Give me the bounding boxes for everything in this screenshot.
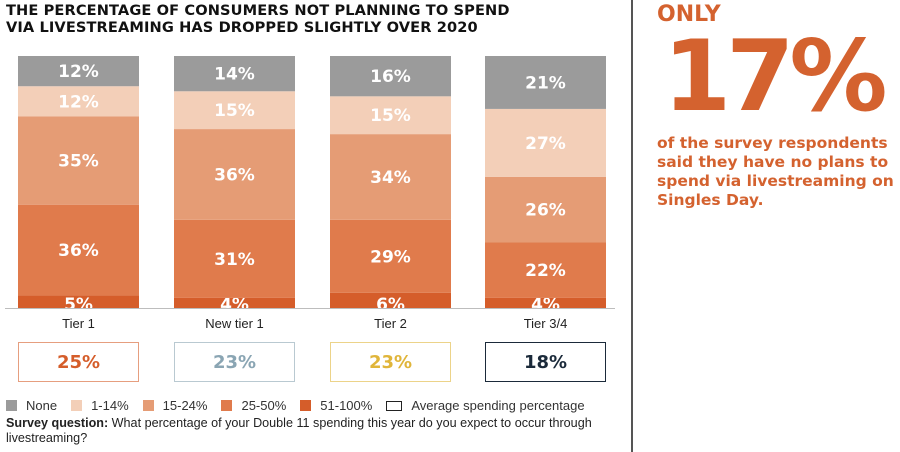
bar-tier-1: 5% 36% 35% 12% 12% <box>18 56 139 315</box>
segment-tier-3-4-15-24 <box>485 176 606 243</box>
segment-tier-1-none <box>18 56 139 87</box>
segment-tier-2-15-24 <box>330 134 451 220</box>
legend: None 1-14% 15-24% 25-50% 51-100% Average spen… <box>6 398 599 413</box>
x-tick-label-tier-2: Tier 2 <box>374 316 407 331</box>
segment-tier-3-4-1-14 <box>485 108 606 177</box>
average-box-tier-2: 23% <box>330 342 451 382</box>
legend-swatch-25-50 <box>221 400 233 411</box>
legend-label: None <box>26 398 58 413</box>
legend-item-15-24: 15-24% <box>142 398 208 413</box>
callout-description: of the survey respondents said they have… <box>657 134 894 209</box>
data-label-tier-2-none: 16% <box>370 67 411 87</box>
segment-tier-3-4-none <box>485 56 606 109</box>
segment-tier-3-4-25-50 <box>485 242 606 298</box>
data-label-new-tier-1-none: 14% <box>214 65 255 85</box>
x-tick-label-tier-3-4: Tier 3/4 <box>524 316 568 331</box>
bars-group: 5% 36% 35% 12% 12% 4% 31% 36% 15% 14% 6% 29% 34% 15% 1… <box>18 56 606 315</box>
chart-title: THE PERCENTAGE OF CONSUMERS NOT PLANNING… <box>6 2 510 36</box>
data-label-tier-2-15-24: 34% <box>370 168 411 188</box>
category-labels: Tier 1 New tier 1 Tier 2 Tier 3/4 <box>62 316 567 331</box>
legend-item-average-spending-percentage: Average spending percentage <box>386 398 585 413</box>
average-box-tier-3-4: 18% <box>485 342 606 382</box>
survey-question: Survey question: What percentage of your… <box>6 416 606 446</box>
data-label-tier-3-4-none: 21% <box>525 73 566 93</box>
data-label-tier-3-4-15-24: 26% <box>525 201 566 221</box>
segment-new-tier-1-51-100 <box>174 297 295 308</box>
bar-tier-2: 6% 29% 34% 15% 16% <box>330 56 451 315</box>
average-box-tier-1: 25% <box>18 342 139 382</box>
data-label-tier-1-1-14: 12% <box>58 92 99 112</box>
data-label-tier-3-4-25-50: 22% <box>525 261 566 281</box>
segment-tier-3-4-51-100 <box>485 297 606 308</box>
stacked-bar-chart: 5% 36% 35% 12% 12% 4% 31% 36% 15% 14% 6% 29% 34% 15% 1… <box>5 56 615 331</box>
segment-new-tier-1-none <box>174 56 295 92</box>
callout-prefix: ONLY <box>657 2 721 27</box>
data-label-tier-1-51-100: 5% <box>64 295 93 315</box>
data-label-new-tier-1-1-14: 15% <box>214 101 255 121</box>
segment-tier-2-25-50 <box>330 219 451 293</box>
segment-tier-1-15-24 <box>18 116 139 205</box>
average-box-new-tier-1: 23% <box>174 342 295 382</box>
legend-label: 15-24% <box>162 398 208 413</box>
data-label-new-tier-1-25-50: 31% <box>214 250 255 270</box>
callout-panel: ONLY 17% of the survey respondents said … <box>657 0 897 210</box>
segment-new-tier-1-1-14 <box>174 91 295 130</box>
bar-new-tier-1: 4% 31% 36% 15% 14% <box>174 56 295 315</box>
segment-new-tier-1-15-24 <box>174 129 295 220</box>
legend-item-51-100: 51-100% <box>300 398 372 413</box>
legend-swatch-51-100 <box>300 400 312 411</box>
x-tick-label-tier-1: Tier 1 <box>62 316 95 331</box>
vertical-divider <box>631 0 633 452</box>
callout-value: 17% <box>663 20 888 134</box>
legend-item-none: None <box>6 398 57 413</box>
survey-question-label: Survey question: <box>6 416 109 430</box>
legend-item-25-50: 25-50% <box>221 398 286 413</box>
segment-tier-2-1-14 <box>330 96 451 135</box>
x-tick-label-new-tier-1: New tier 1 <box>205 316 264 331</box>
data-label-tier-1-none: 12% <box>58 62 99 82</box>
data-label-tier-2-51-100: 6% <box>376 295 405 315</box>
legend-label: 25-50% <box>241 398 287 413</box>
data-label-new-tier-1-15-24: 36% <box>214 165 255 185</box>
legend-swatch-15-24 <box>142 400 154 411</box>
data-label-tier-3-4-1-14: 27% <box>525 134 566 154</box>
data-label-tier-3-4-51-100: 4% <box>531 295 560 315</box>
chart-title-line-2: VIA LIVESTREAMING HAS DROPPED SLIGHTLY O… <box>6 19 478 36</box>
segment-tier-2-none <box>330 56 451 97</box>
legend-label: 51-100% <box>320 398 373 413</box>
segment-tier-2-51-100 <box>330 292 451 308</box>
legend-swatch-1-14 <box>71 400 83 411</box>
segment-new-tier-1-25-50 <box>174 219 295 298</box>
data-label-new-tier-1-51-100: 4% <box>220 295 249 315</box>
data-label-tier-1-15-24: 35% <box>58 152 99 172</box>
segment-tier-1-1-14 <box>18 86 139 117</box>
data-label-tier-2-1-14: 15% <box>370 106 411 126</box>
legend-swatch-none <box>6 400 17 411</box>
segment-tier-1-51-100 <box>18 295 139 308</box>
legend-item-1-14: 1-14% <box>71 398 129 413</box>
legend-label: Average spending percentage <box>411 398 585 413</box>
legend-swatch-average-spending-percentage <box>386 400 403 411</box>
data-label-tier-2-25-50: 29% <box>370 247 411 267</box>
bar-tier-3-4: 4% 22% 26% 27% 21% <box>485 56 606 315</box>
chart-title-line-1: THE PERCENTAGE OF CONSUMERS NOT PLANNING… <box>6 2 510 19</box>
segment-tier-1-25-50 <box>18 204 139 296</box>
legend-label: 1-14% <box>91 398 129 413</box>
survey-question-text: What percentage of your Double 11 spendi… <box>6 416 592 445</box>
data-label-tier-1-25-50: 36% <box>58 241 99 261</box>
